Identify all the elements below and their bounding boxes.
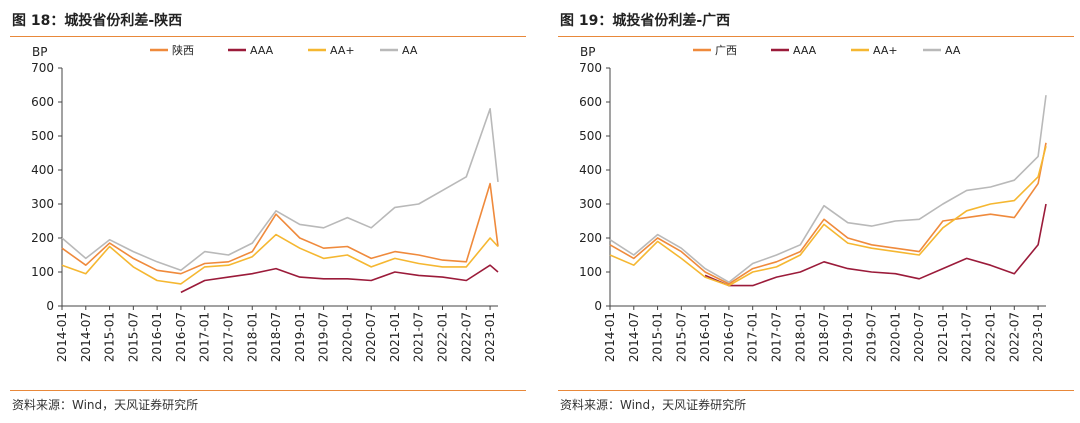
y-tick-label: 100 <box>31 265 54 279</box>
y-tick-label: 0 <box>594 299 602 313</box>
legend-label: 广西 <box>715 44 737 57</box>
x-tick-label: 2015-01 <box>651 312 665 362</box>
series-line-AA+ <box>61 233 499 285</box>
y-tick-label: 100 <box>579 265 602 279</box>
legend-label: AAA <box>250 44 274 57</box>
x-tick-label: 2021-07 <box>412 312 426 362</box>
x-tick-label: 2020-01 <box>340 312 354 362</box>
source-note: 资料来源：Wind，天风证券研究所 <box>560 398 747 412</box>
legend-label: AA+ <box>330 44 355 57</box>
x-tick-label: 2016-01 <box>150 312 164 362</box>
source-rule <box>10 390 526 391</box>
chart-title: 图 18：城投省份利差-陕西 <box>12 13 183 29</box>
x-tick-label: 2016-07 <box>722 312 736 362</box>
source-note: 资料来源：Wind，天风证券研究所 <box>12 398 199 412</box>
x-tick-label: 2019-01 <box>293 312 307 362</box>
x-tick-label: 2014-07 <box>627 312 641 362</box>
x-tick-label: 2019-07 <box>865 312 879 362</box>
series-line-AA <box>61 108 499 272</box>
x-tick-label: 2021-01 <box>388 312 402 362</box>
x-tick-label: 2018-01 <box>793 312 807 362</box>
y-tick-label: 300 <box>31 197 54 211</box>
y-tick-label: 500 <box>31 129 54 143</box>
x-tick-label: 2019-07 <box>317 312 331 362</box>
chart-title: 图 19：城投省份利差-广西 <box>560 13 731 29</box>
x-tick-label: 2016-01 <box>698 312 712 362</box>
x-tick-label: 2015-01 <box>103 312 117 362</box>
y-tick-label: 600 <box>31 95 54 109</box>
x-tick-label: 2022-01 <box>436 312 450 362</box>
series-line-AA+ <box>609 146 1047 287</box>
title-rule <box>558 36 1074 37</box>
x-tick-label: 2021-01 <box>936 312 950 362</box>
x-tick-label: 2023-01 <box>483 312 497 362</box>
y-tick-label: 700 <box>579 61 602 75</box>
legend-label: AA+ <box>873 44 898 57</box>
x-tick-label: 2014-01 <box>55 312 69 362</box>
series-line-广西 <box>609 142 1047 285</box>
x-tick-label: 2017-01 <box>746 312 760 362</box>
y-tick-label: 700 <box>31 61 54 75</box>
y-axis-unit: BP <box>580 45 595 59</box>
x-tick-label: 2016-07 <box>174 312 188 362</box>
x-tick-label: 2023-01 <box>1031 312 1045 362</box>
x-tick-label: 2015-07 <box>674 312 688 362</box>
source-rule <box>558 390 1074 391</box>
x-tick-label: 2017-07 <box>221 312 235 362</box>
series-line-陕西 <box>61 182 499 275</box>
x-tick-label: 2017-01 <box>198 312 212 362</box>
x-tick-label: 2022-01 <box>984 312 998 362</box>
y-tick-label: 0 <box>46 299 54 313</box>
x-tick-label: 2018-01 <box>245 312 259 362</box>
series-line-AA <box>609 95 1047 283</box>
x-tick-label: 2014-07 <box>79 312 93 362</box>
x-tick-label: 2015-07 <box>126 312 140 362</box>
legend-label: AAA <box>793 44 817 57</box>
y-tick-label: 200 <box>579 231 602 245</box>
y-tick-label: 500 <box>579 129 602 143</box>
chart-shaanxi: 0 100 200 300 400 500 600 700 BP 2014-01 2014-07 20… <box>31 43 499 362</box>
chart-panel-shaanxi: 图 18：城投省份利差-陕西 0 100 200 300 400 500 600 700 BP 2… <box>0 0 532 423</box>
y-tick-label: 400 <box>579 163 602 177</box>
x-tick-label: 2021-07 <box>960 312 974 362</box>
x-tick-label: 2018-07 <box>269 312 283 362</box>
x-tick-label: 2014-01 <box>603 312 617 362</box>
x-tick-label: 2017-07 <box>769 312 783 362</box>
chart-guangxi: 0 100 200 300 400 500 600 700 BP 2014-01 2014-07 20… <box>579 44 1047 362</box>
y-tick-label: 600 <box>579 95 602 109</box>
series-line-AAA <box>180 264 499 294</box>
x-tick-label: 2022-07 <box>1007 312 1021 362</box>
x-tick-label: 2020-07 <box>364 312 378 362</box>
legend-label: AA <box>945 44 961 57</box>
series-line-AAA <box>704 203 1047 287</box>
legend-label: 陕西 <box>172 43 194 57</box>
y-tick-label: 300 <box>579 197 602 211</box>
legend-label: AA <box>402 44 418 57</box>
x-tick-label: 2020-07 <box>912 312 926 362</box>
x-tick-label: 2019-01 <box>841 312 855 362</box>
x-tick-label: 2020-01 <box>888 312 902 362</box>
chart-panel-guangxi: 图 19：城投省份利差-广西 0 100 200 300 400 500 600 700 BP 2… <box>548 0 1080 423</box>
y-tick-label: 200 <box>31 231 54 245</box>
title-rule <box>10 36 526 37</box>
y-axis-unit: BP <box>32 45 47 59</box>
y-tick-label: 400 <box>31 163 54 177</box>
x-tick-label: 2018-07 <box>817 312 831 362</box>
x-tick-label: 2022-07 <box>459 312 473 362</box>
